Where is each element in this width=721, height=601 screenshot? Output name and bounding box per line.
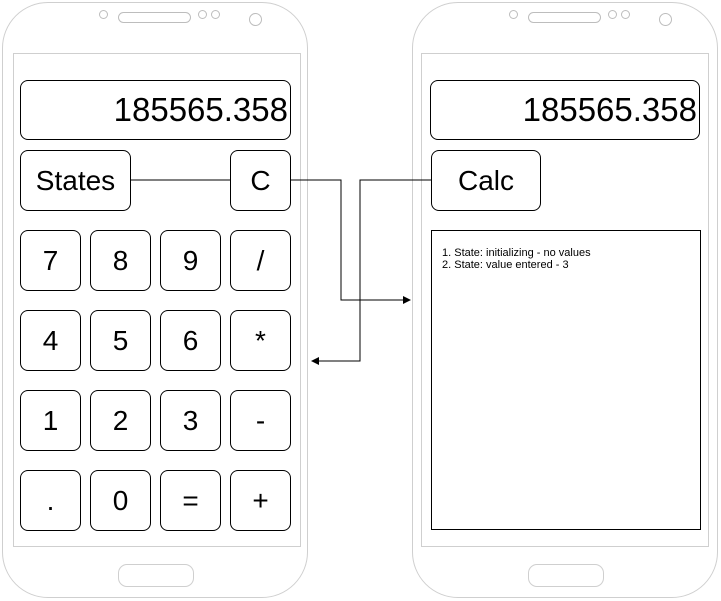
add-button[interactable]: +: [230, 470, 291, 531]
sensor-dot: [621, 10, 630, 19]
key-5-button[interactable]: 5: [90, 310, 151, 371]
key-7-button[interactable]: 7: [20, 230, 81, 291]
key-4-button[interactable]: 4: [20, 310, 81, 371]
calculator-display: 185565.358: [20, 80, 291, 140]
state-log-entry: 2. State: value entered - 3: [442, 259, 569, 271]
decimal-point-button[interactable]: .: [20, 470, 81, 531]
clear-button[interactable]: C: [230, 150, 291, 211]
camera-icon: [249, 13, 262, 26]
states-display: 185565.358: [430, 80, 700, 140]
equals-button[interactable]: =: [160, 470, 221, 531]
speaker-slot: [528, 12, 601, 23]
state-log-panel: 1. State: initializing - no values 2. St…: [431, 230, 701, 530]
calc-button[interactable]: Calc: [431, 150, 541, 211]
state-log-entry: 1. State: initializing - no values: [442, 247, 591, 259]
key-3-button[interactable]: 3: [160, 390, 221, 451]
divide-button[interactable]: /: [230, 230, 291, 291]
key-9-button[interactable]: 9: [160, 230, 221, 291]
speaker-slot: [118, 12, 191, 23]
states-button[interactable]: States: [20, 150, 131, 211]
sensor-dot: [198, 10, 207, 19]
multiply-button[interactable]: *: [230, 310, 291, 371]
sensor-dot: [99, 10, 108, 19]
key-6-button[interactable]: 6: [160, 310, 221, 371]
c-to-log-arrow: [290, 179, 411, 304]
sensor-dot: [211, 10, 220, 19]
key-1-button[interactable]: 1: [20, 390, 81, 451]
key-2-button[interactable]: 2: [90, 390, 151, 451]
sensor-dot: [608, 10, 617, 19]
key-8-button[interactable]: 8: [90, 230, 151, 291]
home-button[interactable]: [528, 564, 604, 587]
subtract-button[interactable]: -: [230, 390, 291, 451]
key-0-button[interactable]: 0: [90, 470, 151, 531]
home-button[interactable]: [118, 564, 194, 587]
camera-icon: [659, 13, 672, 26]
sensor-dot: [509, 10, 518, 19]
